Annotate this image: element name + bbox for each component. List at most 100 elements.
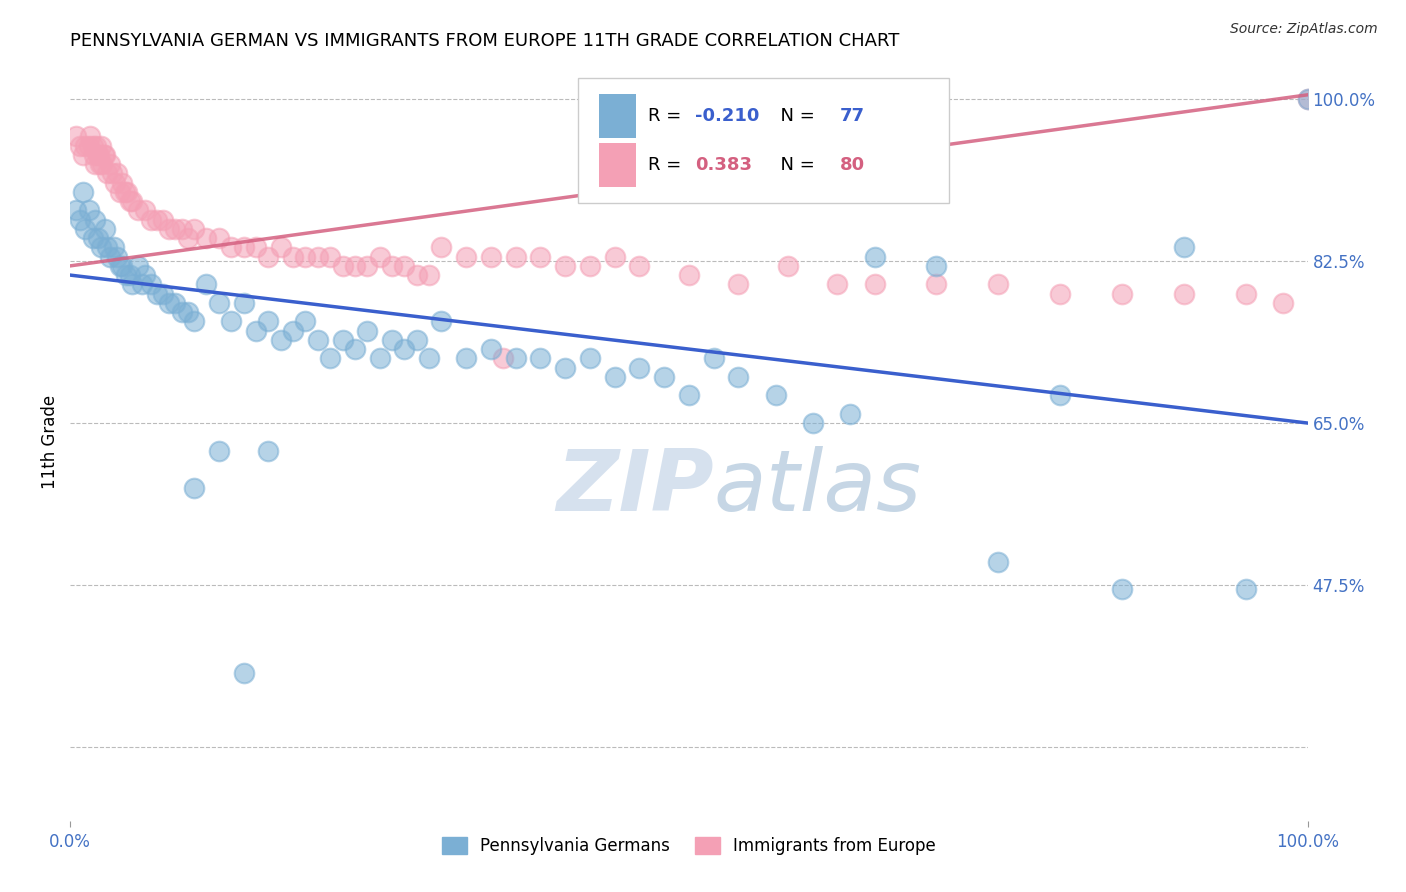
Text: PENNSYLVANIA GERMAN VS IMMIGRANTS FROM EUROPE 11TH GRADE CORRELATION CHART: PENNSYLVANIA GERMAN VS IMMIGRANTS FROM E… <box>70 32 900 50</box>
Point <box>703 351 725 366</box>
Point <box>96 240 118 254</box>
Point <box>505 250 527 264</box>
Point <box>89 157 111 171</box>
Point <box>98 157 121 171</box>
Point <box>257 250 280 264</box>
Point <box>127 259 149 273</box>
Point <box>479 250 502 264</box>
Text: N =: N = <box>769 106 821 125</box>
Point <box>319 250 342 264</box>
Point <box>270 333 292 347</box>
Point <box>118 268 141 282</box>
Point <box>84 138 107 153</box>
Point <box>93 148 115 162</box>
Point <box>678 268 700 282</box>
Point <box>925 277 948 292</box>
Point <box>118 194 141 208</box>
Point <box>418 268 440 282</box>
Point <box>87 148 110 162</box>
Point <box>307 333 329 347</box>
Point <box>381 259 404 273</box>
Text: R =: R = <box>648 156 688 174</box>
Point <box>394 259 416 273</box>
Bar <box>599 94 636 137</box>
Point <box>1271 296 1294 310</box>
Point <box>105 250 128 264</box>
Point <box>83 148 105 162</box>
Point <box>65 129 87 144</box>
Point <box>183 222 205 236</box>
Point <box>394 342 416 356</box>
Point <box>332 333 354 347</box>
Point <box>765 388 787 402</box>
Point <box>219 314 242 328</box>
Point <box>134 203 156 218</box>
Point <box>94 222 117 236</box>
Point <box>114 185 136 199</box>
Point <box>603 369 626 384</box>
Point <box>245 240 267 254</box>
Point <box>101 166 124 180</box>
Point <box>479 342 502 356</box>
Point <box>170 305 193 319</box>
Point <box>628 259 651 273</box>
Point <box>82 231 104 245</box>
Point <box>1234 286 1257 301</box>
Point <box>456 250 478 264</box>
Point <box>368 250 391 264</box>
Text: Source: ZipAtlas.com: Source: ZipAtlas.com <box>1230 22 1378 37</box>
Point <box>208 231 231 245</box>
Point <box>115 185 138 199</box>
Point <box>157 296 180 310</box>
Point <box>108 259 131 273</box>
Point <box>1111 582 1133 597</box>
Point <box>925 259 948 273</box>
Point <box>727 369 749 384</box>
Point <box>554 360 576 375</box>
Point <box>727 277 749 292</box>
Point <box>1296 92 1319 106</box>
Point <box>863 277 886 292</box>
Point <box>245 324 267 338</box>
Point <box>208 296 231 310</box>
Point <box>294 250 316 264</box>
Point <box>232 665 254 680</box>
Point <box>94 148 117 162</box>
Point <box>368 351 391 366</box>
Point <box>356 259 378 273</box>
Point <box>146 286 169 301</box>
Point <box>307 250 329 264</box>
Point <box>165 222 187 236</box>
Point <box>1173 240 1195 254</box>
Point <box>104 176 127 190</box>
Point <box>96 166 118 180</box>
Point <box>801 416 824 430</box>
Point <box>356 324 378 338</box>
Point <box>863 250 886 264</box>
Point <box>75 138 97 153</box>
Point <box>430 240 453 254</box>
Point <box>257 443 280 458</box>
Point <box>111 259 134 273</box>
Point <box>987 555 1010 569</box>
Point <box>121 194 143 208</box>
Point <box>579 259 602 273</box>
Point <box>332 259 354 273</box>
Point <box>294 314 316 328</box>
Point <box>579 351 602 366</box>
Point <box>170 222 193 236</box>
Point <box>208 443 231 458</box>
Point <box>65 203 87 218</box>
Point <box>232 296 254 310</box>
Point <box>1049 388 1071 402</box>
Point <box>152 212 174 227</box>
Point <box>776 259 799 273</box>
Point <box>105 166 128 180</box>
Point <box>103 240 125 254</box>
Point <box>157 222 180 236</box>
Point <box>86 231 108 245</box>
Point <box>270 240 292 254</box>
Point <box>257 314 280 328</box>
Point <box>628 360 651 375</box>
Point <box>1049 286 1071 301</box>
